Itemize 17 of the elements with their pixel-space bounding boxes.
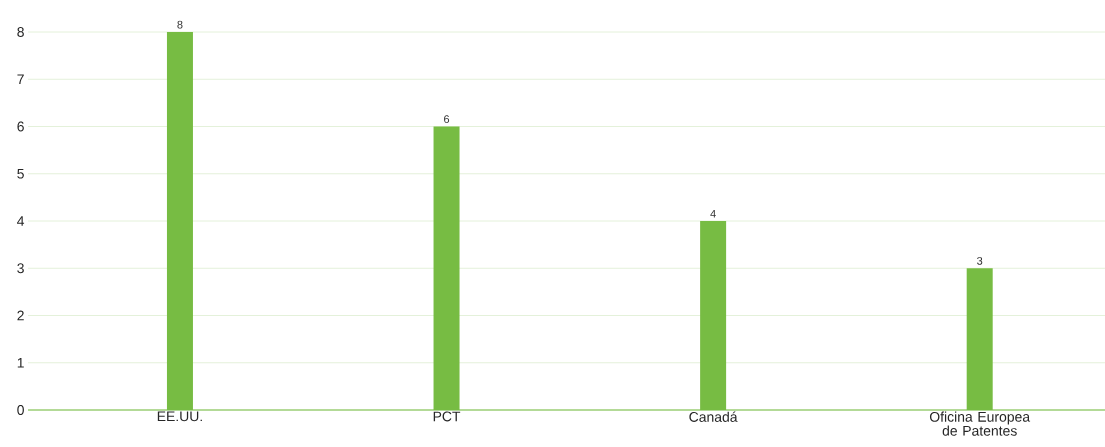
data-label: 8 <box>177 20 183 29</box>
y-tick-label: 4 <box>17 216 25 226</box>
x-tick-label: PCT <box>433 411 461 422</box>
y-tick-label: 7 <box>17 74 24 85</box>
y-tick-label: 2 <box>17 310 24 321</box>
y-tick-label: 5 <box>17 168 24 179</box>
y-tick-label: 3 <box>17 263 24 274</box>
y-tick-label: 8 <box>17 27 24 37</box>
y-tick-label: 6 <box>17 121 24 132</box>
y-tick-label: 0 <box>17 405 24 415</box>
data-label: 4 <box>710 209 716 218</box>
x-tick-label: EE.UU. <box>157 411 202 422</box>
x-tick-label: Oficina Europea de Patentes <box>929 411 1031 436</box>
data-label: 6 <box>444 115 450 123</box>
y-tick-label: 1 <box>17 357 24 368</box>
data-label: 3 <box>977 256 983 265</box>
x-tick-label: Canadá <box>689 411 738 422</box>
